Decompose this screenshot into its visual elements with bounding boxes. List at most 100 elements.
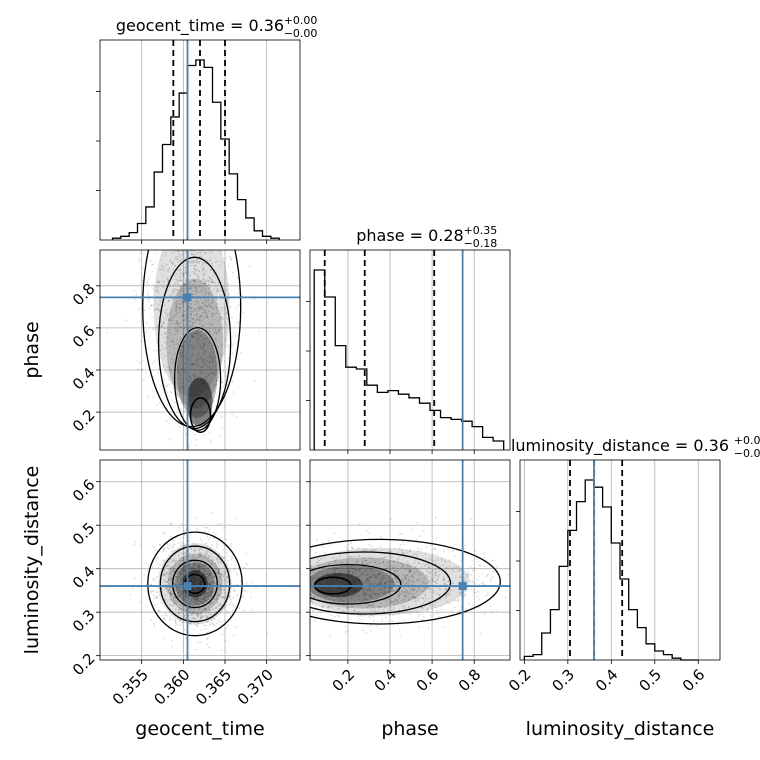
sample-point — [283, 588, 285, 590]
sample-point — [188, 376, 191, 379]
sample-point — [203, 273, 206, 275]
sample-point — [221, 202, 223, 204]
sample-point — [414, 596, 417, 598]
sample-point — [210, 268, 212, 271]
sample-point — [433, 547, 436, 550]
sample-point — [207, 616, 210, 618]
sample-point — [169, 579, 172, 582]
sample-point — [195, 308, 198, 310]
sample-point — [177, 577, 180, 580]
sample-point — [413, 559, 416, 562]
sample-point — [176, 258, 179, 261]
sample-point — [151, 589, 154, 592]
sample-point — [175, 377, 178, 380]
sample-point — [170, 314, 172, 317]
sample-point — [174, 289, 177, 291]
sample-point — [249, 243, 251, 245]
sample-point — [141, 266, 144, 269]
sample-point — [193, 259, 196, 262]
sample-point — [349, 565, 352, 568]
sample-point — [365, 563, 367, 566]
sample-point — [205, 312, 208, 315]
sample-point — [162, 322, 165, 325]
sample-point — [193, 272, 196, 275]
sample-point — [208, 529, 210, 531]
sample-point — [166, 543, 169, 545]
sample-point — [181, 593, 184, 596]
sample-point — [403, 574, 405, 577]
x-tick-label: 0.6 — [679, 666, 709, 696]
sample-point — [395, 598, 398, 601]
sample-point — [426, 586, 429, 589]
sample-point — [189, 261, 192, 264]
sample-point — [199, 237, 201, 239]
sample-point — [333, 566, 336, 569]
sample-point — [196, 614, 199, 617]
sample-point — [181, 355, 184, 358]
sample-point — [280, 548, 282, 550]
sample-point — [371, 545, 373, 547]
sample-point — [194, 369, 196, 372]
sample-point — [208, 276, 210, 279]
sample-point — [171, 340, 174, 343]
sample-point — [172, 543, 175, 545]
sample-point — [358, 554, 361, 557]
sample-point — [217, 558, 220, 561]
sample-point — [188, 222, 190, 224]
sample-point — [184, 601, 187, 603]
sample-point — [204, 570, 207, 572]
sample-point — [168, 366, 171, 369]
sample-point — [219, 602, 222, 605]
sample-point — [183, 614, 186, 617]
sample-point — [426, 562, 429, 565]
sample-point — [202, 598, 205, 601]
sample-point — [383, 592, 385, 595]
sample-point — [237, 321, 240, 324]
sample-point — [229, 544, 232, 547]
sample-point — [312, 565, 314, 567]
sample-point — [180, 326, 183, 329]
sample-point — [458, 609, 461, 612]
sample-point — [192, 318, 194, 321]
sample-point — [203, 563, 206, 566]
sample-point — [420, 548, 423, 551]
sample-point — [374, 593, 377, 596]
sample-point — [199, 206, 201, 208]
sample-point — [404, 600, 406, 603]
sample-point — [165, 385, 168, 388]
sample-point — [304, 584, 306, 586]
sample-point — [414, 566, 417, 568]
sample-point — [162, 317, 165, 319]
sample-point — [246, 563, 249, 566]
sample-point — [239, 588, 241, 590]
sample-point — [329, 543, 332, 546]
sample-point — [369, 604, 372, 606]
sample-point — [197, 376, 200, 378]
sample-point — [208, 560, 211, 563]
sample-point — [173, 287, 176, 290]
sample-point — [210, 279, 213, 281]
sample-point — [404, 593, 407, 596]
sample-point — [205, 216, 207, 218]
sample-point — [365, 614, 368, 617]
sample-point — [206, 550, 209, 553]
sample-point — [388, 576, 391, 579]
sample-point — [173, 560, 176, 563]
sample-point — [125, 319, 127, 322]
sample-point — [220, 596, 223, 599]
sample-point — [204, 284, 207, 286]
sample-point — [407, 562, 409, 565]
sample-point — [212, 580, 214, 583]
sample-point — [157, 372, 159, 374]
sample-point — [155, 596, 158, 599]
sample-point — [512, 590, 514, 592]
sample-point — [216, 592, 219, 595]
sample-point — [442, 576, 445, 579]
sample-point — [199, 618, 202, 621]
sample-point — [193, 260, 195, 262]
sample-point — [155, 559, 158, 561]
sample-point — [253, 578, 255, 580]
sample-point — [173, 343, 175, 346]
sample-point — [156, 325, 159, 327]
sample-point — [216, 287, 219, 290]
